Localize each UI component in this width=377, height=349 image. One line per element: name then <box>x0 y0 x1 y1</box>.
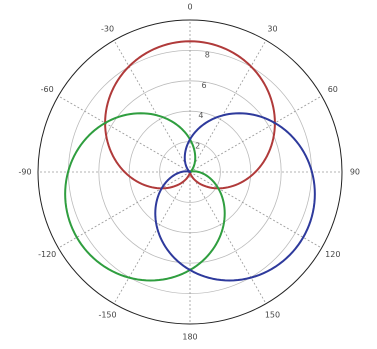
angle-grid-line <box>58 95 191 173</box>
series-line-2 <box>64 112 226 282</box>
series-line-3 <box>154 112 316 282</box>
r-tick-label: 8 <box>205 51 210 60</box>
r-grid-circle <box>159 141 221 203</box>
angle-tick-label: 0 <box>187 3 192 12</box>
r-tick-label: 2 <box>195 141 200 150</box>
r-tick-label: 4 <box>198 111 203 120</box>
angle-tick-label: -30 <box>101 25 114 34</box>
angle-tick-label: -120 <box>38 250 56 259</box>
angle-tick-label: -60 <box>41 85 54 94</box>
label-layer: 0 30 60 90 120 150 180 -150 -120 -90 -60 -30 2 4 6 8 <box>19 3 360 342</box>
angle-grid-line <box>113 171 191 304</box>
angle-tick-label: 150 <box>265 310 280 319</box>
angle-tick-label: 180 <box>182 332 197 341</box>
angle-tick-label: 120 <box>325 250 340 259</box>
r-tick-label: 6 <box>202 81 207 90</box>
angle-tick-label: 30 <box>267 25 277 34</box>
angle-grid-line <box>189 171 267 304</box>
polar-outer-circle <box>37 19 343 325</box>
angle-grid-line <box>113 40 191 173</box>
angle-tick-label: -150 <box>98 310 116 319</box>
angle-grid-line <box>189 40 267 173</box>
angle-tick-label: 90 <box>350 168 360 177</box>
angle-grid-line <box>189 95 322 173</box>
series-layer <box>64 40 316 282</box>
angle-grid-line <box>58 171 191 249</box>
r-grid-circle <box>98 80 282 264</box>
angle-tick-label: 60 <box>328 85 338 94</box>
angle-grid-line <box>189 171 322 249</box>
angle-tick-label: -90 <box>19 168 32 177</box>
